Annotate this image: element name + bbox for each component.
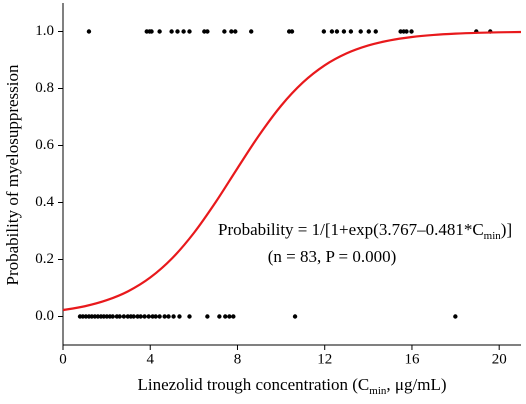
data-point [217,314,222,319]
annotation-tail: )] [501,220,512,239]
data-point [187,29,192,34]
data-point [177,314,182,319]
data-point [398,29,403,34]
data-point [289,29,295,34]
y-tick-label: 0.0 [35,308,54,324]
annotation-sub: min [484,230,502,242]
data-point [321,29,327,34]
data-point [404,29,409,34]
data-point [89,314,94,319]
x-tick-label: 12 [317,351,332,367]
data-point [135,314,140,319]
data-point [150,314,155,319]
data-point [125,314,130,319]
data-point [171,314,176,319]
data-point [83,314,89,319]
fit-curve [62,30,522,312]
data-point [229,29,234,34]
data-point [110,314,115,319]
data-point [329,29,335,34]
x-tick-label: 4 [146,351,154,367]
x-axis-label-tail: , μg/mL) [386,375,446,394]
data-point [181,29,186,34]
data-point [95,314,101,319]
data-point [142,314,147,319]
annotation: Probability = 1/[1+exp(3.767–0.481*Cmin)… [218,220,512,242]
data-point [205,29,210,34]
data-point [409,29,414,34]
data-point [92,314,98,319]
data-point [157,314,162,319]
data-point [348,29,354,34]
data-point [153,314,158,319]
data-point [341,29,347,34]
data-point [227,314,232,319]
annotation-text: Probability = 1/[1+exp(3.767–0.481*C [218,220,484,239]
data-point [169,29,174,34]
data-point [104,314,110,319]
y-tick-label: 0.8 [35,80,54,96]
data-point [131,314,136,319]
y-tick-label: 0.6 [35,137,54,153]
data-point [453,314,458,319]
data-point [80,314,86,319]
x-tick-label: 8 [234,351,242,367]
data-point [146,314,151,319]
data-point [223,314,228,319]
data-point [121,314,127,319]
y-tick-label: 0.4 [35,194,54,210]
data-point [366,29,371,34]
data-point [157,29,162,34]
data-point [231,314,236,319]
x-tick-label: 20 [492,351,507,367]
y-axis-label: Probability of myelosuppression [3,64,22,285]
data-point [292,314,298,319]
data-point [101,314,106,319]
x-axis-label-text: Linezolid trough concentration (C [137,375,369,394]
data-point [373,29,378,34]
data-point [149,29,154,34]
data-point [162,314,167,319]
data-point [233,29,238,34]
data-point [249,29,254,34]
data-point [187,314,192,319]
data-point [175,29,180,34]
data-point [205,314,210,319]
x-axis-label-sub: min [369,385,387,397]
x-tick-label: 0 [59,351,67,367]
annotation: (n = 83, P = 0.000) [268,247,397,266]
y-tick-label: 0.2 [35,251,54,267]
x-tick-label: 16 [404,351,420,367]
data-point [117,314,122,319]
data-point [202,29,207,34]
data-point [222,29,227,34]
data-point [86,29,92,34]
y-tick-label: 1.0 [35,23,54,39]
data-point [334,29,340,34]
x-axis-label: Linezolid trough concentration (Cmin, μg… [137,375,446,397]
data-point [166,314,171,319]
data-point [138,314,143,319]
data-point [358,29,363,34]
